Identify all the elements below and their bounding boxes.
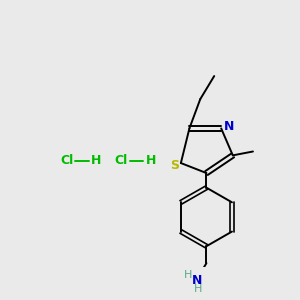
Text: N: N xyxy=(224,120,234,134)
Text: Cl: Cl xyxy=(60,154,74,167)
Text: H: H xyxy=(91,154,102,167)
Text: H: H xyxy=(194,284,202,294)
Text: Cl: Cl xyxy=(115,154,128,167)
Text: S: S xyxy=(170,159,179,172)
Text: N: N xyxy=(192,274,202,286)
Text: H: H xyxy=(184,271,192,281)
Text: H: H xyxy=(146,154,156,167)
